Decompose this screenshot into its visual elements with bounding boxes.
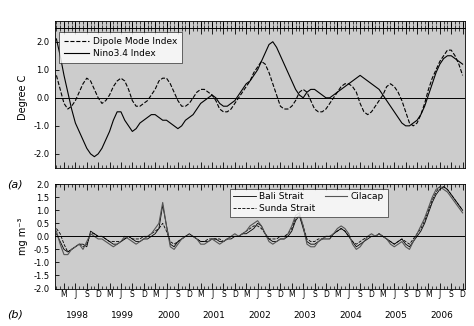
Text: 2004: 2004 [339,311,362,320]
Cilacap [407,247,412,251]
Legend: Bali Strait, Sunda Strait, Cilacap: Bali Strait, Sunda Strait, Cilacap [230,189,388,217]
Dipole Mode Index [118,76,124,80]
Text: 1998: 1998 [66,311,89,320]
Legend: Dipole Mode Index, Nino3.4 Index: Dipole Mode Index, Nino3.4 Index [59,32,182,63]
Nino3.4 Index [460,62,465,66]
Dipole Mode Index [54,73,59,77]
Bali Strait [65,250,71,254]
Nino3.4 Index [54,37,59,41]
Text: 2003: 2003 [293,311,317,320]
Text: 2000: 2000 [157,311,180,320]
Nino3.4 Index [247,79,253,83]
Cilacap [99,237,105,241]
Cilacap [380,234,386,238]
Cilacap [54,229,59,233]
Sunda Strait [460,208,465,212]
Cilacap [460,211,465,215]
Text: 2005: 2005 [385,311,408,320]
Dipole Mode Index [243,85,249,89]
Bali Strait [441,185,447,189]
Nino3.4 Index [91,155,97,159]
Dipole Mode Index [414,121,420,125]
Dipole Mode Index [403,110,409,114]
Y-axis label: mg m⁻³: mg m⁻³ [18,218,28,255]
Cilacap [61,253,67,257]
Bali Strait [247,229,253,233]
Line: Dipole Mode Index: Dipole Mode Index [56,50,463,126]
Line: Nino3.4 Index: Nino3.4 Index [56,39,463,157]
Bali Strait [407,245,412,249]
Sunda Strait [247,227,253,230]
Text: 2002: 2002 [248,311,271,320]
Nino3.4 Index [456,59,462,63]
Dipole Mode Index [95,96,101,100]
Text: 2001: 2001 [202,311,226,320]
Bali Strait [54,232,59,236]
Bali Strait [414,234,420,238]
Text: 2006: 2006 [430,311,453,320]
Y-axis label: Degree C: Degree C [18,75,28,121]
Nino3.4 Index [99,146,105,150]
Dipole Mode Index [445,48,450,52]
Sunda Strait [65,250,71,254]
Bali Strait [380,234,386,238]
Text: 1999: 1999 [111,311,134,320]
Sunda Strait [54,227,59,230]
Cilacap [122,234,128,238]
Sunda Strait [380,234,386,238]
Sunda Strait [407,242,412,246]
Line: Sunda Strait: Sunda Strait [56,187,463,252]
Cilacap [437,185,443,189]
Sunda Strait [437,185,443,189]
Bali Strait [122,237,128,241]
Line: Bali Strait: Bali Strait [56,187,463,252]
Bali Strait [99,234,105,238]
Dipole Mode Index [410,124,416,128]
Sunda Strait [414,232,420,236]
Sunda Strait [99,234,105,238]
Line: Cilacap: Cilacap [56,187,463,255]
Nino3.4 Index [407,124,412,128]
Nino3.4 Index [122,118,128,122]
Dipole Mode Index [460,73,465,77]
Bali Strait [460,208,465,212]
Cilacap [247,224,253,228]
Text: (a): (a) [8,179,23,189]
Cilacap [414,232,420,236]
Sunda Strait [122,237,128,241]
Nino3.4 Index [380,93,386,97]
Text: (b): (b) [8,309,23,319]
Dipole Mode Index [376,99,382,103]
